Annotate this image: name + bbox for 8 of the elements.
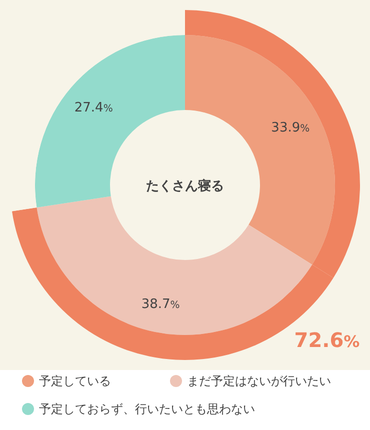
data-label: 38.7% — [141, 296, 180, 312]
text: 72.6% — [294, 328, 360, 352]
legend-label: まだ予定はないが行いたい — [187, 374, 331, 388]
legend-label: 予定しておらず、行いたいとも思わない — [39, 402, 255, 416]
data-label: 27.4% — [74, 100, 113, 116]
legend-label: 予定している — [39, 374, 111, 388]
text: たくさん寝る — [146, 178, 224, 194]
data-label: 33.9% — [271, 120, 310, 136]
